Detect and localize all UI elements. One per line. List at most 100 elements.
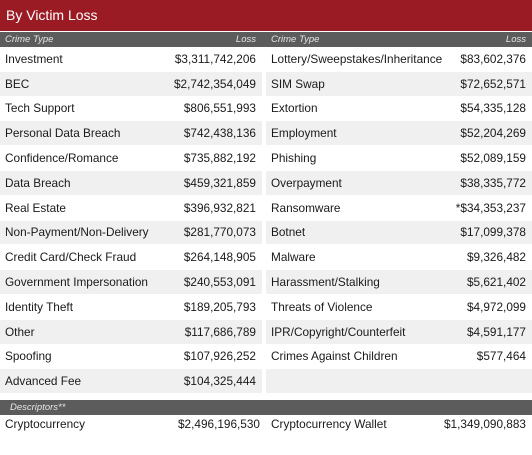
table-row: Botnet $17,099,378 [266,220,532,246]
loss-cell: $38,335,772 [460,175,526,190]
table-row: Ransomware *$34,353,237 [266,195,532,221]
loss-cell: $459,321,859 [183,175,256,190]
table-row: Confidence/Romance $735,882,192 [0,146,262,171]
loss-cell: $83,602,376 [460,51,526,66]
table-row: BEC $2,742,354,049 [0,71,262,97]
table-row: Data Breach $459,321,859 [0,170,262,196]
loss-cell: $72,652,571 [460,76,526,91]
column-header-row: Crime Type Loss Crime Type Loss [0,31,532,47]
loss-cell: $189,205,793 [183,299,256,314]
loss-cell: $117,686,789 [184,324,256,339]
table-row: IPR/Copyright/Counterfeit $4,591,177 [266,319,532,345]
loss-cell: $4,591,177 [466,324,526,339]
left-column: Investment $3,311,742,206 BEC $2,742,354,04… [0,47,266,395]
table-row: Personal Data Breach $742,438,136 [0,121,262,147]
right-column: Lottery/Sweepstakes/Inheritance $83,602,3… [266,47,532,395]
crime-type-cell: Botnet [271,225,306,240]
table-row: Phishing $52,089,159 [266,146,532,171]
crime-type-cell: Threats of Violence [271,299,373,314]
table-row: Lottery/Sweepstakes/Inheritance $83,602,3… [266,47,532,72]
victim-loss-table: By Victim Loss Crime Type Loss Crime Typ… [0,0,532,433]
crime-type-cell: BEC [5,76,30,91]
descriptor-left: Cryptocurrency $2,496,196,530 [0,417,266,431]
loss-cell: $9,326,482 [466,250,526,265]
loss-cell: $281,770,073 [183,225,256,240]
loss-cell: $264,148,905 [183,250,256,265]
crime-type-cell: Confidence/Romance [5,151,119,166]
crime-type-cell: Personal Data Breach [5,126,121,141]
table-row: Malware $9,326,482 [266,245,532,271]
table-row: Identity Theft $189,205,793 [0,294,262,320]
table-row: Employment $52,204,269 [266,121,532,147]
loss-cell: $52,089,159 [460,151,526,166]
crime-type-cell: Malware [271,250,316,265]
crime-type-cell: Overpayment [271,175,342,190]
crime-type-cell: Spoofing [5,349,52,364]
loss-cell: $4,972,099 [466,299,526,314]
table-row: Non-Payment/Non-Delivery $281,770,073 [0,220,262,246]
crime-type-cell: Phishing [271,151,317,166]
descriptor-left-type: Cryptocurrency [5,417,85,432]
left-crime-type-header: Crime Type [5,34,54,45]
loss-cell: $3,311,742,206 [174,51,256,66]
crime-type-cell: Real Estate [5,200,66,215]
crime-type-cell: Data Breach [5,175,71,190]
crime-type-cell: Tech Support [5,101,75,116]
table-row: Spoofing $107,926,252 [0,344,262,370]
loss-cell: $17,099,378 [460,225,526,240]
table-row: Investment $3,311,742,206 [0,47,262,72]
crime-type-cell: Credit Card/Check Fraud [5,250,137,265]
loss-cell: $5,621,402 [466,275,526,290]
table-title: By Victim Loss [0,0,532,31]
right-loss-header: Loss [505,34,526,45]
right-crime-type-header: Crime Type [271,34,320,45]
loss-cell: $240,553,091 [183,275,256,290]
table-row: Real Estate $396,932,821 [0,195,262,221]
loss-cell: $735,882,192 [183,151,256,166]
descriptor-left-loss: $2,496,196,530 [177,417,260,432]
descriptors-row: Cryptocurrency $2,496,196,530 Cryptocurr… [0,415,532,433]
loss-cell: $577,464 [476,349,526,364]
table-row: Extortion $54,335,128 [266,96,532,122]
crime-type-cell: Other [5,324,35,339]
loss-cell: $54,335,128 [460,101,526,116]
crime-type-cell: Investment [5,51,63,66]
crime-type-cell: SIM Swap [271,76,325,91]
table-row: Harassment/Stalking $5,621,402 [266,270,532,295]
crime-type-cell: Identity Theft [5,299,73,314]
table-row: Tech Support $806,551,993 [0,96,262,122]
crime-type-cell: Harassment/Stalking [271,275,380,290]
crime-type-cell: Extortion [271,101,318,116]
loss-cell: $2,742,354,049 [173,76,256,91]
table-row: Overpayment $38,335,772 [266,170,532,196]
crime-type-cell: Advanced Fee [5,374,82,389]
loss-cell: $52,204,269 [460,126,526,141]
loss-cell: *$34,353,237 [455,200,526,215]
table-row: Crimes Against Children $577,464 [266,344,532,370]
loss-cell: $104,325,444 [183,374,256,389]
descriptor-right-loss: $1,349,090,883 [443,417,526,432]
crime-type-cell: Non-Payment/Non-Delivery [5,225,149,240]
loss-cell: $396,932,821 [183,200,256,215]
left-loss-header: Loss [235,34,256,45]
loss-cell: $806,551,993 [183,101,256,116]
table-body: Investment $3,311,742,206 BEC $2,742,354,04… [0,47,532,395]
crime-type-cell: Crimes Against Children [271,349,398,364]
loss-cell: $742,438,136 [183,126,256,141]
table-row: Advanced Fee $104,325,444 [0,369,262,395]
loss-cell: $107,926,252 [183,349,256,364]
table-row: Government Impersonation $240,553,091 [0,270,262,295]
table-row: Other $117,686,789 [0,319,262,345]
crime-type-cell: Ransomware [271,200,341,215]
table-row: Credit Card/Check Fraud $264,148,905 [0,245,262,271]
table-row: Threats of Violence $4,972,099 [266,294,532,320]
descriptor-right-type: Cryptocurrency Wallet [271,417,387,432]
crime-type-cell: IPR/Copyright/Counterfeit [271,324,406,339]
crime-type-cell: Government Impersonation [5,275,148,290]
crime-type-cell: Employment [271,126,337,141]
descriptors-header: Descriptors** [0,400,532,416]
table-row: SIM Swap $72,652,571 [266,71,532,97]
descriptor-right: Cryptocurrency Wallet $1,349,090,883 [266,417,532,431]
table-row [266,369,532,395]
crime-type-cell: Lottery/Sweepstakes/Inheritance [271,51,443,66]
